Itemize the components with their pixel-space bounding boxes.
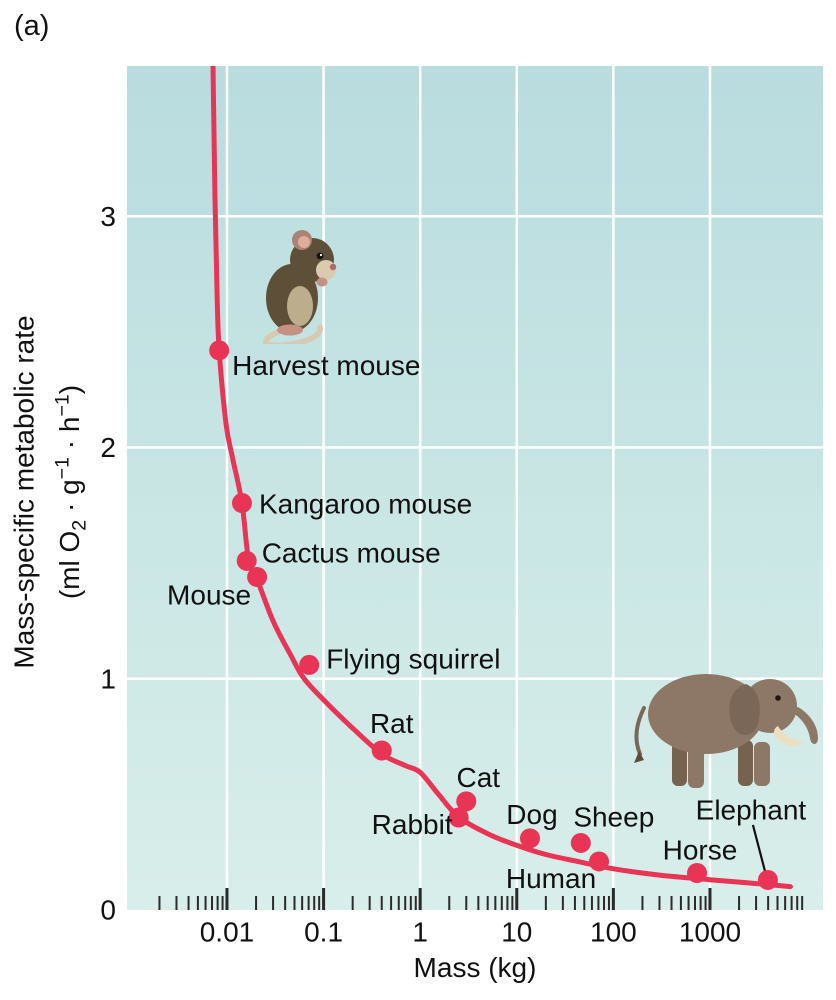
y-tick-label-0: 0 <box>100 895 116 926</box>
elephant-illustration <box>618 656 820 793</box>
x-tick-label-1000: 1000 <box>679 917 741 948</box>
x-tick-label-0.1: 0.1 <box>304 917 343 948</box>
data-point-harvest-mouse <box>209 340 230 361</box>
x-tick-label-100: 100 <box>590 917 637 948</box>
point-label-flying-squirrel: Flying squirrel <box>326 643 500 674</box>
y-tick-label-3: 3 <box>100 201 116 232</box>
data-point-cat <box>456 791 477 812</box>
data-point-dog <box>519 828 540 849</box>
point-label-elephant: Elephant <box>696 794 807 825</box>
y-tick-label-1: 1 <box>100 663 116 694</box>
y-tick-label-2: 2 <box>100 432 116 463</box>
x-tick-label-0.01: 0.01 <box>200 917 255 948</box>
point-label-cat: Cat <box>456 762 500 793</box>
point-label-kangaroo-mouse: Kangaroo mouse <box>259 489 472 520</box>
metabolic-rate-curve <box>210 66 793 890</box>
point-label-mouse: Mouse <box>167 580 251 611</box>
data-point-kangaroo-mouse <box>231 493 252 514</box>
plot-area <box>127 66 823 910</box>
panel-label: (a) <box>14 10 50 42</box>
data-point-mouse <box>247 567 268 588</box>
point-label-rat: Rat <box>370 708 414 739</box>
point-label-sheep: Sheep <box>573 801 654 832</box>
harvest-mouse-illustration <box>250 226 350 349</box>
point-label-harvest-mouse: Harvest mouse <box>232 350 420 381</box>
data-point-cactus-mouse <box>236 550 257 571</box>
data-point-horse <box>687 863 708 884</box>
x-axis-title: Mass (kg) <box>413 952 537 983</box>
data-point-flying-squirrel <box>299 654 320 675</box>
data-point-rabbit <box>448 807 469 828</box>
point-label-dog: Dog <box>506 799 557 830</box>
label-leader-line-elephant <box>751 824 766 872</box>
point-label-horse: Horse <box>663 835 738 866</box>
point-label-cactus-mouse: Cactus mouse <box>262 537 441 568</box>
point-label-human: Human <box>506 863 596 894</box>
data-point-elephant <box>757 869 778 890</box>
x-tick-label-1: 1 <box>412 917 428 948</box>
point-label-rabbit: Rabbit <box>372 809 453 840</box>
data-point-rat <box>371 740 392 761</box>
data-point-sheep <box>570 832 591 853</box>
x-tick-label-10: 10 <box>501 917 532 948</box>
data-point-human <box>589 851 610 872</box>
